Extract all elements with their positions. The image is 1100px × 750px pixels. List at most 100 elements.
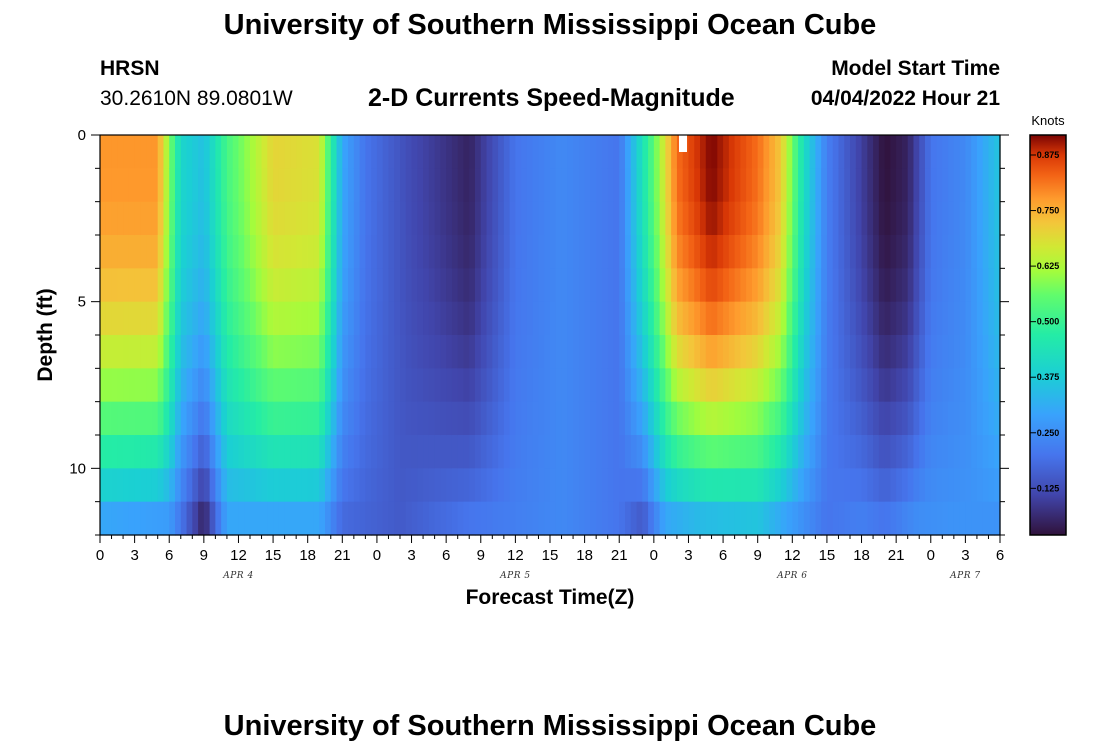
heatmap-cell (492, 235, 499, 269)
heatmap-cell (942, 335, 949, 369)
heatmap-cell (521, 268, 528, 303)
heatmap-cell (325, 201, 332, 236)
heatmap-cell (936, 268, 943, 303)
heatmap-cell (925, 168, 932, 203)
heatmap-cell (146, 501, 153, 536)
heatmap-cell (365, 435, 372, 469)
heatmap-cell (353, 168, 361, 203)
heatmap-cell (261, 401, 268, 436)
heatmap-cell (503, 335, 511, 369)
heatmap-cell (717, 201, 724, 236)
heatmap-cell (994, 335, 1001, 369)
heatmap-cell (140, 435, 147, 469)
heatmap-cell (550, 368, 557, 403)
heatmap-cell (694, 301, 701, 336)
heatmap-cell (763, 501, 770, 536)
heatmap-cell (394, 201, 401, 236)
heatmap-cell (134, 401, 141, 436)
heatmap-cell (832, 368, 840, 403)
heatmap-cell (734, 435, 741, 469)
heatmap-cell (538, 368, 545, 403)
heatmap-cell (832, 401, 840, 436)
heatmap-cell (498, 335, 505, 369)
heatmap-cell (400, 235, 407, 269)
heatmap-cell (296, 468, 303, 503)
heatmap-cell (244, 368, 251, 403)
heatmap-cell (982, 201, 990, 236)
heatmap-cell (751, 468, 759, 503)
heatmap-cell (919, 168, 926, 203)
heatmap-cell (780, 135, 788, 169)
heatmap-cell (925, 435, 932, 469)
heatmap-cell (313, 468, 320, 503)
heatmap-cell (861, 335, 868, 369)
heatmap-cell (307, 501, 315, 536)
heatmap-cell (451, 401, 459, 436)
heatmap-cell (169, 201, 176, 236)
model-start-label: Model Start Time (831, 57, 1000, 80)
heatmap-cell (405, 135, 413, 169)
heatmap-cell (625, 335, 632, 369)
heatmap-cell (307, 168, 315, 203)
heatmap-cell (659, 168, 666, 203)
heatmap-cell (446, 301, 453, 336)
heatmap-cell (815, 435, 822, 469)
heatmap-cell (630, 301, 638, 336)
heatmap-cell (826, 368, 834, 403)
heatmap-cell (596, 468, 603, 503)
heatmap-cell (965, 501, 972, 536)
heatmap-cell (486, 435, 493, 469)
heatmap-cell (780, 401, 788, 436)
heatmap-cell (803, 368, 811, 403)
heatmap-cell (319, 335, 326, 369)
heatmap-cell (290, 501, 297, 536)
heatmap-cell (359, 368, 366, 403)
heatmap-cell (486, 501, 493, 536)
heatmap-cell (307, 235, 315, 269)
heatmap-cell (688, 235, 695, 269)
heatmap-cell (775, 401, 782, 436)
heatmap-cell (475, 168, 482, 203)
heatmap-cell (896, 335, 903, 369)
heatmap-cell (832, 268, 840, 303)
heatmap-cell (226, 135, 234, 169)
heatmap-cell (342, 368, 349, 403)
heatmap-cell (625, 201, 632, 236)
heatmap-cell (792, 268, 799, 303)
heatmap-cell (371, 435, 378, 469)
heatmap-cell (255, 168, 263, 203)
heatmap-cell (382, 501, 390, 536)
heatmap-cell (850, 135, 857, 169)
heatmap-cell (411, 368, 418, 403)
heatmap-cell (400, 401, 407, 436)
heatmap-cell (561, 135, 568, 169)
heatmap-cell (988, 368, 995, 403)
heatmap-cell (815, 135, 822, 169)
heatmap-cell (498, 301, 505, 336)
heatmap-cell (405, 335, 413, 369)
heatmap-cell (538, 401, 545, 436)
heatmap-cell (578, 135, 586, 169)
heatmap-cell (400, 368, 407, 403)
heatmap-cell (538, 168, 545, 203)
heatmap-cell (676, 468, 684, 503)
heatmap-cell (832, 235, 840, 269)
heatmap-cell (359, 335, 366, 369)
heatmap-cell (232, 335, 240, 369)
heatmap-cell (850, 401, 857, 436)
heatmap-cell (209, 235, 216, 269)
heatmap-cell (809, 301, 816, 336)
heatmap-cell (988, 501, 995, 536)
heatmap-cell (971, 235, 978, 269)
heatmap-cell (382, 235, 390, 269)
heatmap-cell (930, 468, 938, 503)
heatmap-cell (625, 468, 632, 503)
heatmap-cell (694, 268, 701, 303)
heatmap-cell (965, 301, 972, 336)
heatmap-cell (463, 168, 470, 203)
heatmap-cell (625, 268, 632, 303)
heatmap-cell (601, 201, 609, 236)
heatmap-cell (567, 135, 574, 169)
heatmap-cell (751, 301, 759, 336)
heatmap-cell (503, 368, 511, 403)
